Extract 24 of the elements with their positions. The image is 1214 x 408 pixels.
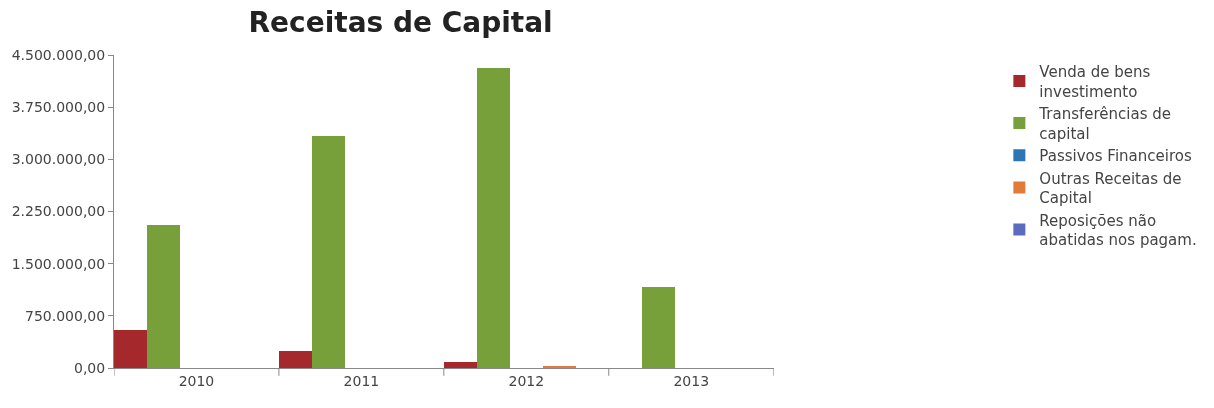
y-tick-label: 3.000.000,00	[11, 151, 106, 168]
bar	[444, 362, 477, 368]
y-tick-label: 3.750.000,00	[11, 99, 106, 116]
legend-label: Venda de bens investimento	[1039, 63, 1151, 101]
x-tick-label: 2010	[178, 372, 215, 389]
bar	[642, 287, 675, 368]
y-tick-label: 0,00	[74, 359, 106, 376]
y-tick-label: 2.250.000,00	[11, 203, 106, 220]
x-tick-label: 2013	[673, 372, 710, 389]
y-tick-label: 1.500.000,00	[11, 255, 106, 272]
y-tick-label: 4.500.000,00	[11, 46, 106, 63]
bar	[114, 330, 147, 368]
x-tick-label: 2012	[508, 372, 545, 389]
legend-label: Transferências de capital	[1038, 105, 1172, 143]
bar	[279, 351, 312, 368]
y-tick-label: 750.000,00	[25, 307, 106, 324]
bar	[312, 136, 345, 368]
legend-label: Reposições não abatidas nos pagam.	[1039, 211, 1197, 250]
legend-label: Outras Receitas de Capital	[1039, 169, 1182, 208]
bar	[147, 225, 180, 368]
legend-label: Passivos Financeiros	[1039, 147, 1192, 166]
x-tick-label: 2011	[343, 372, 380, 389]
chart-title: Receitas de Capital	[248, 5, 553, 39]
bar	[477, 68, 510, 368]
